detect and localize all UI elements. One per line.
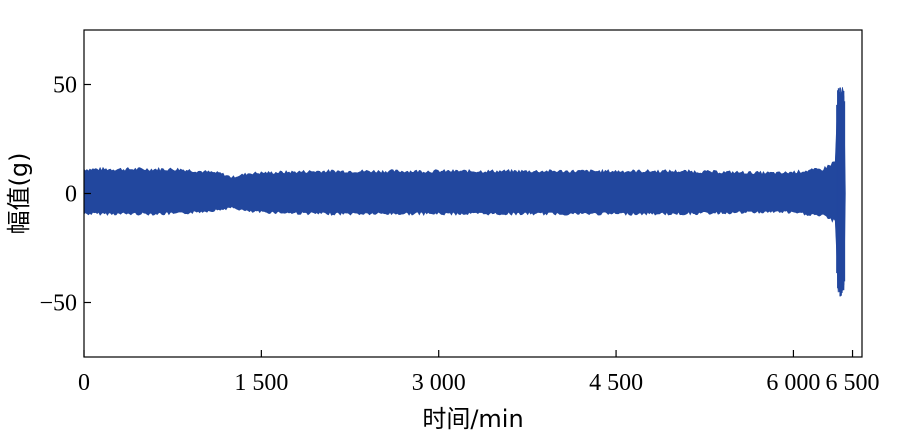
y-axis: 50 0 −50 bbox=[39, 73, 91, 317]
x-tick-label: 0 bbox=[78, 370, 90, 396]
series-0-band bbox=[83, 87, 846, 295]
plot-frame bbox=[83, 29, 863, 358]
x-tick-label: 6 000 bbox=[766, 370, 820, 396]
x-axis: 0 1 500 3 000 4 500 6 000 6 500 bbox=[78, 350, 880, 396]
x-tick-label: 1 500 bbox=[234, 370, 288, 396]
y-tick-label: 0 bbox=[65, 182, 77, 208]
x-axis-title: 时间/min bbox=[422, 405, 523, 433]
y-tick-label: −50 bbox=[39, 291, 77, 317]
x-tick-label: 6 500 bbox=[826, 370, 880, 396]
y-axis-title: 幅值(g) bbox=[5, 153, 33, 235]
plot-area bbox=[83, 87, 846, 297]
x-tick-label: 4 500 bbox=[589, 370, 643, 396]
x-tick-label: 3 000 bbox=[412, 370, 466, 396]
y-tick-label: 50 bbox=[53, 73, 77, 99]
